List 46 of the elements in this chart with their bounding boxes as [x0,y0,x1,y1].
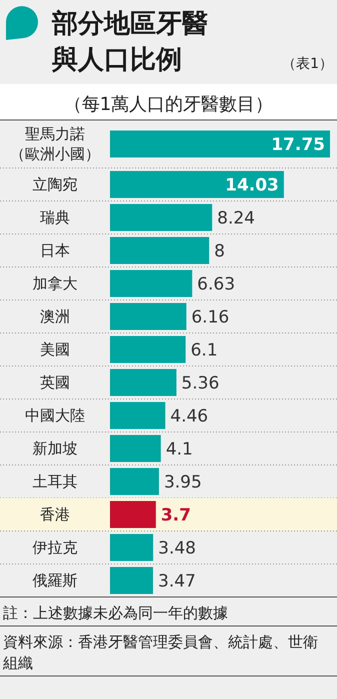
data-label: 4.46 [170,406,208,426]
data-label: 6.16 [191,308,230,328]
bar [110,369,176,396]
y-tick-label: 中國大陸 [25,406,85,424]
bar [110,237,210,264]
chart-subtitle: （每1萬人口的牙醫數目） [64,94,274,115]
text: （表1） [282,56,333,72]
bar [110,171,284,198]
bar [110,303,186,330]
y-tick-label: 香港 [40,506,70,524]
y-tick-label: 聖馬力諾（歐洲小國） [10,125,100,163]
data-label: 8 [214,242,225,262]
y-tick-label: 美國 [40,340,70,358]
bar [110,204,212,231]
data-label: 5.36 [181,374,220,394]
data-label: 3.7 [160,506,191,526]
y-tick-label: 伊拉克 [32,538,78,556]
y-tick-label: 澳洲 [40,308,70,326]
y-tick-label: 英國 [40,374,70,392]
bar [110,534,154,561]
bar [110,336,186,363]
data-label: 3.95 [164,472,202,492]
text: 註：上述數據未必為同一年的數據 [3,604,228,622]
bar [110,501,156,528]
y-tick-label: 立陶宛 [32,176,78,194]
data-label: 3.48 [158,538,196,558]
bar [110,402,166,429]
data-label: 6.1 [190,340,218,360]
data-label: 17.75 [271,135,325,155]
y-tick-label: 日本 [40,242,70,260]
data-label: 14.03 [225,176,279,196]
bar [110,435,161,462]
y-tick-label: 新加坡 [32,440,78,458]
y-tick-label: 加拿大 [32,274,78,292]
chart-title: 部分地區牙醫與人口比例 [51,9,208,75]
data-label: 6.63 [197,274,236,294]
y-tick-label: 俄羅斯 [32,572,78,590]
data-label: 3.47 [158,572,196,592]
source-note: 資料來源：香港牙醫管理委員會、統計處、世衛組織 [2,633,318,672]
y-tick-label: 瑞典 [40,208,70,226]
data-label: 4.1 [166,440,193,460]
data-label: 8.24 [217,208,255,228]
bar [110,468,159,495]
y-tick-label: 土耳其 [32,472,78,490]
bar [110,270,192,297]
bar [110,567,154,594]
